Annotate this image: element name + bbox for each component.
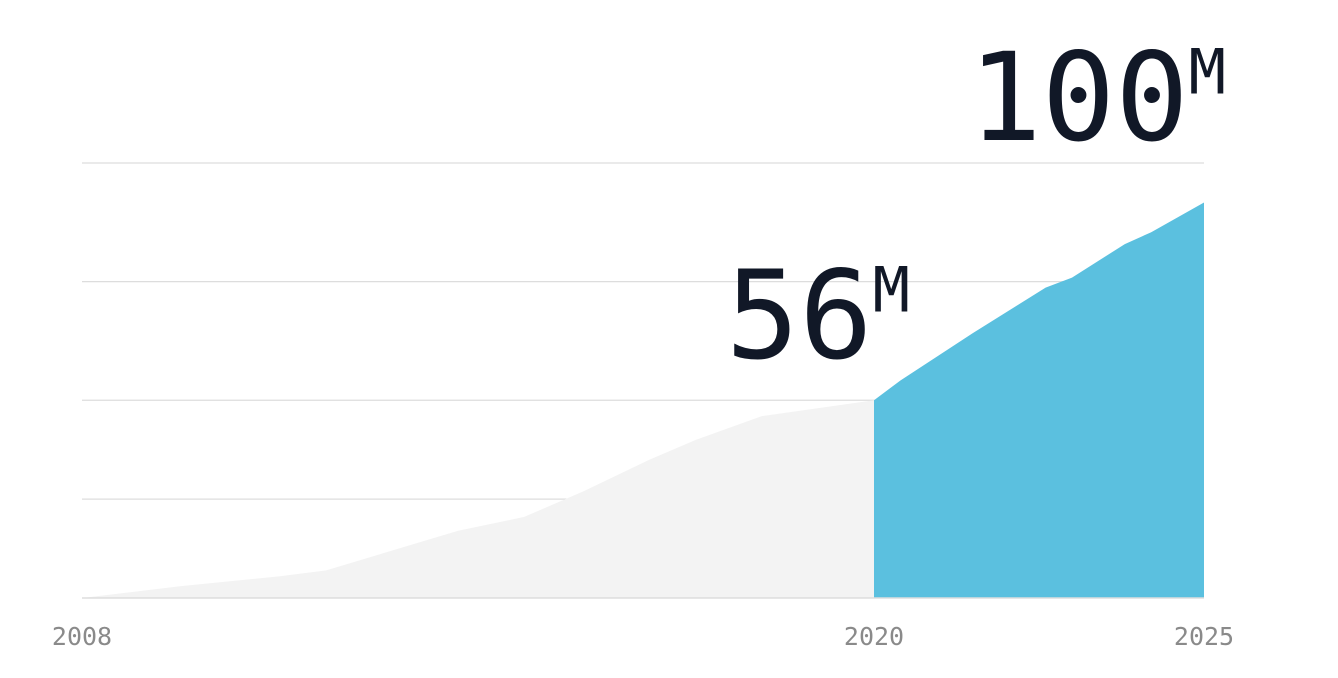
x-tick-label-2008: 2008 bbox=[52, 622, 112, 651]
x-tick-label-2020: 2020 bbox=[844, 622, 904, 651]
area-projection-series bbox=[874, 202, 1204, 598]
x-tick-label-2025: 2025 bbox=[1174, 622, 1234, 651]
annotation-2020: 56M bbox=[726, 245, 910, 387]
annotation-2025: 100M bbox=[968, 27, 1226, 169]
annotation-2025-unit: M bbox=[1189, 36, 1226, 109]
annotation-2020-unit: M bbox=[873, 254, 910, 327]
annotation-2020-value: 56 bbox=[726, 245, 873, 387]
area-history-series bbox=[82, 400, 874, 598]
annotation-2025-value: 100 bbox=[968, 27, 1188, 169]
